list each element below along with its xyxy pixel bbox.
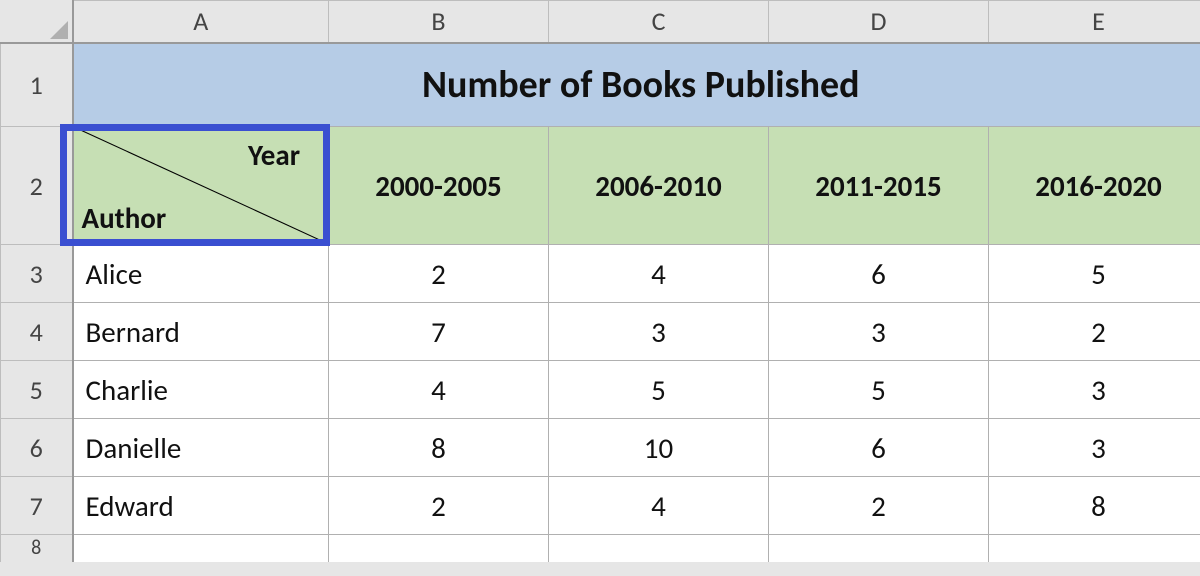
data-cell[interactable]: 8 xyxy=(329,419,549,477)
year-header-1[interactable]: 2006-2010 xyxy=(549,127,769,245)
data-cell[interactable]: 6 xyxy=(769,419,989,477)
author-cell[interactable]: Alice xyxy=(73,245,329,303)
row-header-7[interactable]: 7 xyxy=(1,477,73,535)
column-header-C[interactable]: C xyxy=(549,1,769,43)
data-cell[interactable]: 4 xyxy=(549,245,769,303)
data-cell[interactable]: 4 xyxy=(549,477,769,535)
data-cell[interactable]: 5 xyxy=(549,361,769,419)
empty-cell[interactable] xyxy=(549,535,769,562)
data-cell[interactable]: 5 xyxy=(769,361,989,419)
column-header-A[interactable]: A xyxy=(73,1,329,43)
empty-cell[interactable] xyxy=(769,535,989,562)
empty-cell[interactable] xyxy=(73,535,329,562)
column-header-B[interactable]: B xyxy=(329,1,549,43)
data-cell[interactable]: 2 xyxy=(769,477,989,535)
row-header-1[interactable]: 1 xyxy=(1,43,73,127)
row-header-5[interactable]: 5 xyxy=(1,361,73,419)
author-cell[interactable]: Charlie xyxy=(73,361,329,419)
row-header-6[interactable]: 6 xyxy=(1,419,73,477)
select-all-corner[interactable] xyxy=(1,1,73,43)
select-all-icon xyxy=(50,21,68,39)
data-cell[interactable]: 2 xyxy=(989,303,1200,361)
data-cell[interactable]: 5 xyxy=(989,245,1200,303)
column-header-E[interactable]: E xyxy=(989,1,1200,43)
data-cell[interactable]: 3 xyxy=(769,303,989,361)
title-cell[interactable]: Number of Books Published xyxy=(73,43,1200,127)
row-header-2[interactable]: 2 xyxy=(1,127,73,245)
row-8: 8 xyxy=(1,535,1200,562)
spreadsheet-viewport: A B C D E 1 Number of Books Published 2 … xyxy=(0,0,1200,576)
data-cell[interactable]: 7 xyxy=(329,303,549,361)
diagonal-split-header-cell[interactable]: Year Author xyxy=(73,127,329,245)
column-header-D[interactable]: D xyxy=(769,1,989,43)
data-cell[interactable]: 6 xyxy=(769,245,989,303)
data-cell[interactable]: 3 xyxy=(989,361,1200,419)
row-1: 1 Number of Books Published xyxy=(1,43,1200,127)
data-cell[interactable]: 10 xyxy=(549,419,769,477)
spreadsheet-grid: A B C D E 1 Number of Books Published 2 … xyxy=(0,0,1200,562)
author-cell[interactable]: Bernard xyxy=(73,303,329,361)
column-header-row: A B C D E xyxy=(1,1,1200,43)
row-6: 6 Danielle 8 10 6 3 xyxy=(1,419,1200,477)
author-cell[interactable]: Edward xyxy=(73,477,329,535)
split-header-bottom: Author xyxy=(82,200,167,236)
row-header-8[interactable]: 8 xyxy=(1,535,73,562)
year-header-2[interactable]: 2011-2015 xyxy=(769,127,989,245)
year-header-0[interactable]: 2000-2005 xyxy=(329,127,549,245)
data-cell[interactable]: 3 xyxy=(989,419,1200,477)
row-header-3[interactable]: 3 xyxy=(1,245,73,303)
empty-cell[interactable] xyxy=(989,535,1200,562)
row-3: 3 Alice 2 4 6 5 xyxy=(1,245,1200,303)
row-5: 5 Charlie 4 5 5 3 xyxy=(1,361,1200,419)
data-cell[interactable]: 2 xyxy=(329,245,549,303)
empty-cell[interactable] xyxy=(329,535,549,562)
row-4: 4 Bernard 7 3 3 2 xyxy=(1,303,1200,361)
split-header-top: Year xyxy=(248,137,300,173)
data-cell[interactable]: 4 xyxy=(329,361,549,419)
year-header-3[interactable]: 2016-2020 xyxy=(989,127,1200,245)
data-cell[interactable]: 2 xyxy=(329,477,549,535)
row-2: 2 Year Author 2000-2005 2006-2010 2011-2… xyxy=(1,127,1200,245)
data-cell[interactable]: 3 xyxy=(549,303,769,361)
row-7: 7 Edward 2 4 2 8 xyxy=(1,477,1200,535)
row-header-4[interactable]: 4 xyxy=(1,303,73,361)
data-cell[interactable]: 8 xyxy=(989,477,1200,535)
author-cell[interactable]: Danielle xyxy=(73,419,329,477)
